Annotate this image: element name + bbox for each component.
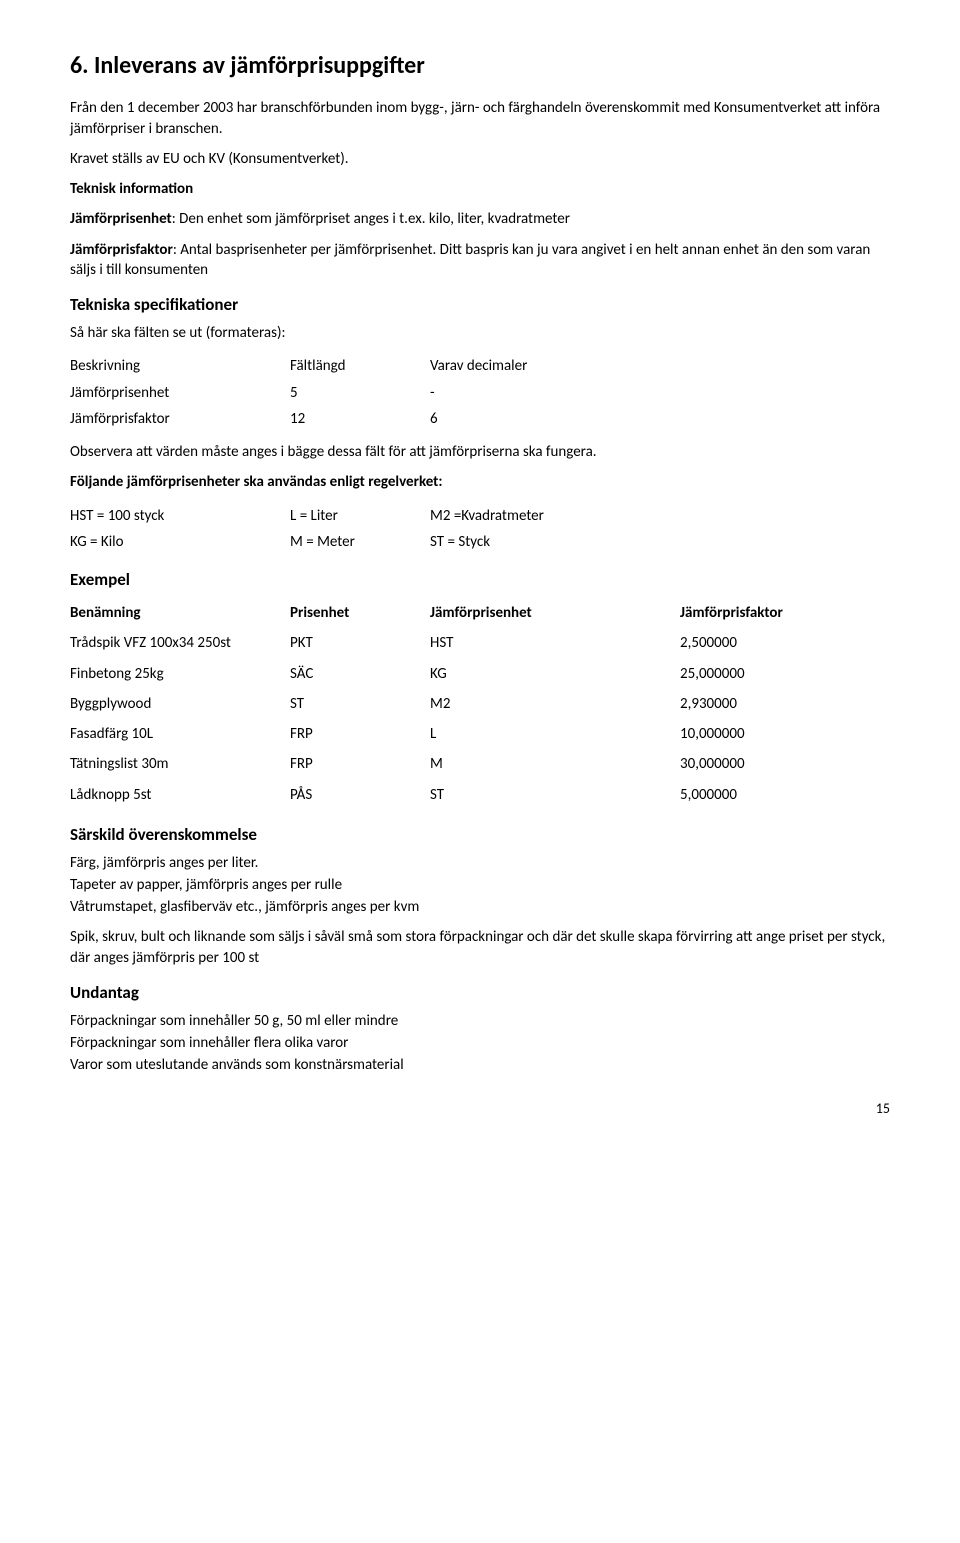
- special-agreement-paragraph: Spik, skruv, bult och liknande som säljs…: [70, 927, 890, 968]
- line: Förpackningar som innehåller flera olika…: [70, 1033, 890, 1053]
- col-header: Varav decimaler: [430, 353, 570, 379]
- table-row: Jämförprisfaktor 12 6: [70, 406, 570, 432]
- table-row: Fasadfärg 10L FRP L 10,000000: [70, 719, 860, 749]
- line: Färg, jämförpris anges per liter.: [70, 853, 890, 873]
- table-row: Tätningslist 30m FRP M 30,000000: [70, 749, 860, 779]
- line: Varor som uteslutande används som konstn…: [70, 1055, 890, 1075]
- special-agreement-lines: Färg, jämförpris anges per liter. Tapete…: [70, 853, 890, 918]
- cell: Trådspik VFZ 100x34 250st: [70, 628, 290, 658]
- intro-paragraph-2: Kravet ställs av EU och KV (Konsumentver…: [70, 149, 890, 169]
- table-row: Finbetong 25kg SÄC KG 25,000000: [70, 659, 860, 689]
- cell: 10,000000: [680, 719, 860, 749]
- cell: FRP: [290, 749, 430, 779]
- line: Våtrumstapet, glasfiberväv etc., jämförp…: [70, 897, 890, 917]
- cell: 5,000000: [680, 780, 860, 810]
- cell: 12: [290, 406, 430, 432]
- cell: ST: [290, 689, 430, 719]
- jpe-definition: Jämförprisenhet: Den enhet som jämförpri…: [70, 209, 890, 229]
- cell: Byggplywood: [70, 689, 290, 719]
- table-row: Beskrivning Fältlängd Varav decimaler: [70, 353, 570, 379]
- cell: SÄC: [290, 659, 430, 689]
- jpf-definition: Jämförprisfaktor: Antal basprisenheter p…: [70, 240, 890, 281]
- cell: M2 =Kvadratmeter: [430, 503, 680, 529]
- cell: HST: [430, 628, 680, 658]
- cell: L = Liter: [290, 503, 430, 529]
- cell: Fasadfärg 10L: [70, 719, 290, 749]
- cell: Jämförprisfaktor: [70, 406, 290, 432]
- jpe-text: : Den enhet som jämförpriset anges i t.e…: [172, 210, 570, 228]
- page-number: 15: [70, 1100, 890, 1119]
- cell: L: [430, 719, 680, 749]
- spec-table: Beskrivning Fältlängd Varav decimaler Jä…: [70, 353, 570, 432]
- cell: ST: [430, 780, 680, 810]
- jpe-label: Jämförprisenhet: [70, 210, 172, 228]
- cell: PÅS: [290, 780, 430, 810]
- col-header: Jämförprisfaktor: [680, 598, 860, 628]
- cell: 6: [430, 406, 570, 432]
- example-heading: Exempel: [70, 569, 890, 592]
- cell: M2: [430, 689, 680, 719]
- table-row: KG = Kilo M = Meter ST = Styck: [70, 529, 680, 555]
- cell: FRP: [290, 719, 430, 749]
- cell: Finbetong 25kg: [70, 659, 290, 689]
- col-header: Prisenhet: [290, 598, 430, 628]
- table-row: HST = 100 styck L = Liter M2 =Kvadratmet…: [70, 503, 680, 529]
- exception-heading: Undantag: [70, 982, 890, 1005]
- cell: Jämförprisenhet: [70, 380, 290, 406]
- cell: KG = Kilo: [70, 529, 290, 555]
- line: Tapeter av papper, jämförpris anges per …: [70, 875, 890, 895]
- col-header: Fältlängd: [290, 353, 430, 379]
- spec-text: Så här ska fälten se ut (formateras):: [70, 323, 890, 343]
- jpf-text: : Antal basprisenheter per jämförprisenh…: [70, 241, 870, 279]
- special-agreement-heading: Särskild överenskommelse: [70, 824, 890, 847]
- cell: PKT: [290, 628, 430, 658]
- table-row: Lådknopp 5st PÅS ST 5,000000: [70, 780, 860, 810]
- spec-note: Observera att värden måste anges i bägge…: [70, 442, 890, 462]
- cell: Tätningslist 30m: [70, 749, 290, 779]
- col-header: Jämförprisenhet: [430, 598, 680, 628]
- cell: ST = Styck: [430, 529, 680, 555]
- jpf-label: Jämförprisfaktor: [70, 241, 173, 259]
- spec-heading: Tekniska specifikationer: [70, 294, 890, 317]
- table-row: Trådspik VFZ 100x34 250st PKT HST 2,5000…: [70, 628, 860, 658]
- table-row: Byggplywood ST M2 2,930000: [70, 689, 860, 719]
- cell: M: [430, 749, 680, 779]
- units-heading: Följande jämförprisenheter ska användas …: [70, 472, 890, 492]
- cell: 2,500000: [680, 628, 860, 658]
- cell: 2,930000: [680, 689, 860, 719]
- cell: Lådknopp 5st: [70, 780, 290, 810]
- col-header: Beskrivning: [70, 353, 290, 379]
- col-header: Benämning: [70, 598, 290, 628]
- cell: M = Meter: [290, 529, 430, 555]
- page-heading: 6. Inleverans av jämförprisuppgifter: [70, 50, 890, 82]
- cell: -: [430, 380, 570, 406]
- cell: 5: [290, 380, 430, 406]
- intro-paragraph-1: Från den 1 december 2003 har branschförb…: [70, 98, 890, 139]
- exception-lines: Förpackningar som innehåller 50 g, 50 ml…: [70, 1011, 890, 1076]
- table-row: Jämförprisenhet 5 -: [70, 380, 570, 406]
- cell: KG: [430, 659, 680, 689]
- tech-info-heading: Teknisk information: [70, 179, 890, 199]
- cell: 25,000000: [680, 659, 860, 689]
- cell: HST = 100 styck: [70, 503, 290, 529]
- example-table: Benämning Prisenhet Jämförprisenhet Jämf…: [70, 598, 860, 810]
- cell: 30,000000: [680, 749, 860, 779]
- units-table: HST = 100 styck L = Liter M2 =Kvadratmet…: [70, 503, 680, 556]
- table-row: Benämning Prisenhet Jämförprisenhet Jämf…: [70, 598, 860, 628]
- line: Förpackningar som innehåller 50 g, 50 ml…: [70, 1011, 890, 1031]
